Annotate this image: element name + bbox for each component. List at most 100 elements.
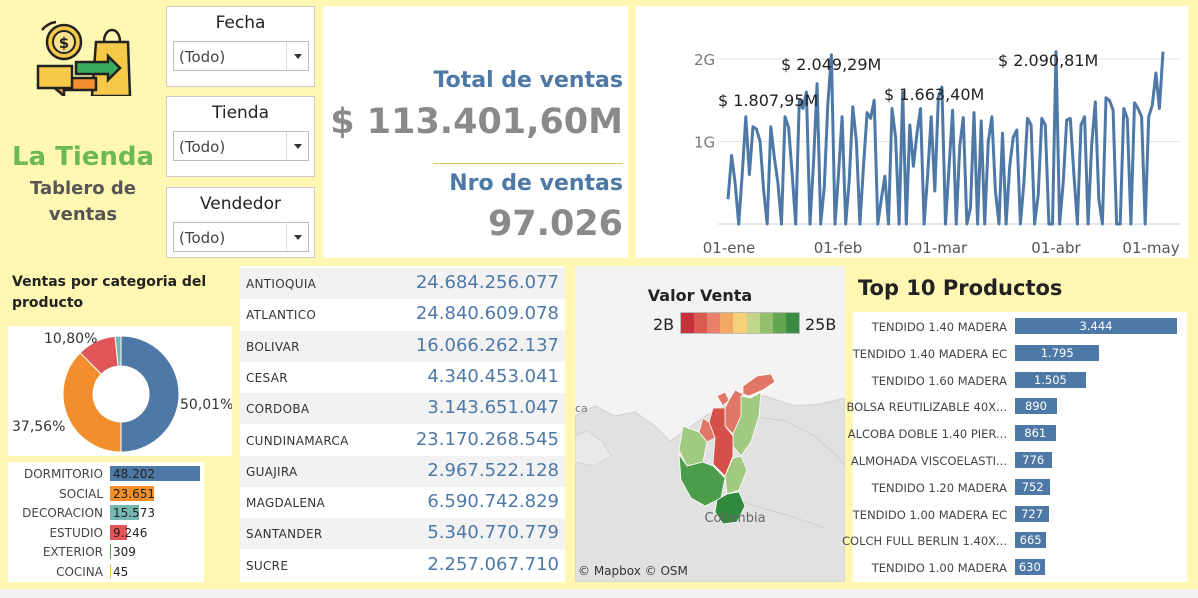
map-panel: Colombia ca Valor Venta 2B 25B © Mapbox … <box>575 266 845 582</box>
product-value: 861 <box>1024 426 1047 441</box>
category-bar-row[interactable]: COCINA 45 <box>8 562 204 582</box>
category-bar-label: COCINA <box>56 564 103 579</box>
map-region-guajira[interactable] <box>742 373 776 397</box>
table-row[interactable]: ANTIOQUIA 24.684.256.077 <box>240 268 565 299</box>
table-row[interactable]: CORDOBA 3.143.651.047 <box>240 393 565 425</box>
category-bar <box>110 466 200 481</box>
product-row[interactable]: TENDIDO 1.60 MADERA 1.505 <box>853 368 1183 395</box>
category-bar-label: ESTUDIO <box>49 525 103 540</box>
department-name: CORDOBA <box>246 402 310 417</box>
filter-tienda: Tienda (Todo) <box>166 96 315 177</box>
map-region-antioquia[interactable] <box>678 452 726 507</box>
x-tick-label: 01-may <box>1122 239 1179 257</box>
footer-strip <box>0 589 1198 598</box>
category-bar-row[interactable]: DORMITORIO 48.202 <box>8 464 204 484</box>
chevron-down-icon[interactable] <box>286 132 308 160</box>
kpi-divider <box>433 163 623 164</box>
brand-panel: $ La Tienda Tablero de ventas <box>6 6 160 258</box>
product-value: 1.505 <box>1033 372 1067 387</box>
product-row[interactable]: TENDIDO 1.40 MADERA EC 1.795 <box>853 341 1183 368</box>
product-row[interactable]: COLCH FULL BERLIN 1.40X... 665 <box>842 528 1183 555</box>
map-region-cesar[interactable] <box>732 391 762 457</box>
department-sales-value: 24.840.609.078 <box>415 303 559 325</box>
sales-line-chart: 1G 2G 01-ene 01-feb 01-mar 01-abr 01-may $ 1.80… <box>694 50 1181 257</box>
table-row[interactable]: GUAJIRA 2.967.522.128 <box>240 455 565 487</box>
colombia-map: Colombia ca <box>575 266 845 582</box>
table-row[interactable]: BOLIVAR 16.066.262.137 <box>240 330 565 362</box>
product-name: ALMOHADA VISCOELASTI... <box>850 454 1007 468</box>
chevron-down-icon[interactable] <box>286 42 308 70</box>
x-tick-label: 01-mar <box>913 239 968 257</box>
filter-fecha: Fecha (Todo) <box>166 6 315 87</box>
filter-vendedor-dropdown[interactable]: (Todo) <box>173 222 309 252</box>
sales-line-chart-panel: 1G 2G 01-ene 01-feb 01-mar 01-abr 01-may $ 1.80… <box>636 6 1188 258</box>
department-name: GUAJIRA <box>246 464 298 479</box>
category-bar-row[interactable]: EXTERIOR 309 <box>8 542 204 562</box>
donut-slice-label: 10,80% <box>44 331 97 347</box>
department-name: ATLANTICO <box>246 308 317 323</box>
product-row[interactable]: TENDIDO 1.00 MADERA EC 727 <box>853 502 1183 529</box>
department-sales-value: 24.684.256.077 <box>415 272 559 293</box>
product-row[interactable]: TENDIDO 1.00 MADERA 630 <box>853 555 1183 582</box>
donut-slice-label: 37,56% <box>12 419 65 435</box>
product-row[interactable]: ALMOHADA VISCOELASTI... 776 <box>850 448 1183 475</box>
sales-count-label: Nro de ventas <box>449 171 623 196</box>
peak-annotation: $ 1.663,40M <box>884 85 984 104</box>
product-row[interactable]: TENDIDO 1.40 MADERA 3.444 <box>853 314 1183 341</box>
product-row[interactable]: ALCOBA DOBLE 1.40 PIER... 861 <box>848 421 1183 448</box>
donut-slice-label: 50,01% <box>180 397 232 413</box>
product-bar <box>1015 425 1056 442</box>
kpi-panel: Total de ventas $ 113.401,60M Nro de ven… <box>323 6 628 258</box>
x-tick-label: 01-feb <box>814 239 863 257</box>
product-row[interactable]: BOLSA REUTILIZABLE 40X... 890 <box>846 394 1183 421</box>
svg-text:$: $ <box>59 34 69 52</box>
product-value: 665 <box>1019 533 1042 548</box>
donut-slice[interactable] <box>120 335 180 453</box>
department-sales-value: 3.143.651.047 <box>427 397 559 419</box>
legend-swatch <box>720 313 734 333</box>
peak-annotation: $ 1.807,95M <box>718 91 818 110</box>
category-bar-value: 45 <box>113 564 129 579</box>
map-country-label: Colombia <box>704 511 765 526</box>
sales-count-value: 97.026 <box>487 204 623 244</box>
product-name: TENDIDO 1.20 MADERA <box>871 480 1007 495</box>
product-bar <box>1015 532 1047 549</box>
legend-swatch <box>733 313 747 333</box>
product-row[interactable]: TENDIDO 1.20 MADERA 752 <box>853 475 1183 502</box>
legend-swatch <box>681 313 695 333</box>
product-value: 890 <box>1024 399 1047 414</box>
category-bar <box>110 505 140 520</box>
category-bar-row[interactable]: SOCIAL 23.651 <box>8 484 204 504</box>
table-row[interactable]: SUCRE 2.257.067.710 <box>240 549 565 581</box>
peak-annotation: $ 2.090,81M <box>998 51 1098 70</box>
filter-fecha-value: (Todo) <box>179 48 226 66</box>
table-row[interactable]: CUNDINAMARCA 23.170.268.545 <box>240 424 565 456</box>
product-bar <box>1015 452 1052 468</box>
table-row[interactable]: CESAR 4.340.453.041 <box>240 361 565 393</box>
map-attribution[interactable]: © Mapbox © OSM <box>578 564 688 578</box>
map-region-sucre[interactable] <box>698 417 716 443</box>
chevron-down-icon[interactable] <box>286 223 308 251</box>
filter-fecha-dropdown[interactable]: (Todo) <box>173 41 309 71</box>
product-name: TENDIDO 1.00 MADERA <box>871 561 1007 576</box>
department-sales-value: 2.257.067.710 <box>427 553 559 575</box>
department-sales-value: 6.590.742.829 <box>427 491 559 513</box>
category-donut-chart: 50,01% 37,56% 10,80% <box>12 331 232 453</box>
product-bar <box>1015 559 1045 576</box>
donut-slice[interactable] <box>62 352 122 453</box>
product-bar <box>1015 344 1100 361</box>
department-name: MAGDALENA <box>246 496 326 511</box>
map-region-cundinamarca[interactable] <box>714 491 746 525</box>
table-row[interactable]: MAGDALENA 6.590.742.829 <box>240 487 565 519</box>
table-row[interactable]: ATLANTICO 24.840.609.078 <box>240 299 565 331</box>
department-name: ANTIOQUIA <box>246 277 317 291</box>
sales-series-line[interactable] <box>726 50 1165 226</box>
filter-tienda-value: (Todo) <box>179 138 226 156</box>
category-bar-row[interactable]: ESTUDIO 9.246 <box>8 523 204 543</box>
top-products-title: Top 10 Productos <box>858 276 1063 300</box>
category-bars-panel: DORMITORIO 48.202 SOCIAL 23.651 DECORACION 15… <box>8 462 204 582</box>
filter-tienda-dropdown[interactable]: (Todo) <box>173 131 309 161</box>
donut-slice[interactable] <box>114 335 122 367</box>
table-row[interactable]: SANTANDER 5.340.770.779 <box>240 518 565 550</box>
category-bar-row[interactable]: DECORACION 15.573 <box>8 503 204 523</box>
